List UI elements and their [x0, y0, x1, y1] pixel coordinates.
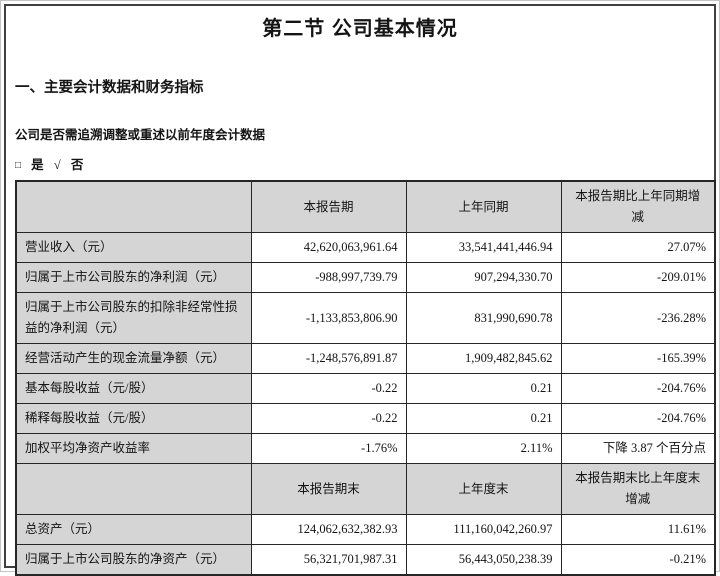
section-heading: 一、主要会计数据和财务指标 [15, 80, 204, 96]
corner-cell [15, 180, 252, 233]
table-row-net-profit-excl-nonrecurring: 归属于上市公司股东的扣除非经常性损益的净利润（元） -1,133,853,806… [15, 292, 716, 344]
table-row-operating-revenue: 营业收入（元） 42,620,063,961.64 33,541,441,446… [15, 232, 716, 263]
row-label: 归属于上市公司股东的净资产（元） [15, 544, 252, 576]
current-value: -1.76% [250, 433, 407, 464]
header-period-change: 本报告期比上年同期增减 [560, 180, 716, 233]
change-value: -204.76% [560, 373, 716, 404]
page-content: 第二节 公司基本情况 一、主要会计数据和财务指标 公司是否需追溯调整或重述以前年… [6, 6, 716, 576]
yes-label: 是 [31, 158, 44, 172]
prior-value: 831,990,690.78 [405, 292, 562, 344]
row-label: 归属于上市公司股东的扣除非经常性损益的净利润（元） [15, 292, 252, 344]
change-value: 11.61% [560, 514, 716, 545]
prior-value: 1,909,482,845.62 [405, 343, 562, 374]
row-label: 基本每股收益（元/股） [15, 373, 252, 404]
prior-value: 33,541,441,446.94 [405, 232, 562, 263]
page-title: 第二节 公司基本情况 [262, 18, 458, 40]
table-row-operating-cash-flow: 经营活动产生的现金流量净额（元） -1,248,576,891.87 1,909… [15, 343, 716, 374]
table-row-total-assets: 总资产（元） 124,062,632,382.93 111,160,042,26… [15, 514, 716, 545]
prior-value: 0.21 [405, 373, 562, 404]
corner-cell [15, 463, 252, 515]
no-label: 否 [70, 158, 84, 172]
key-financials-table: 本报告期 上年同期 本报告期比上年同期增减 营业收入（元） 42,620,063… [15, 180, 716, 576]
current-value: -1,133,853,806.90 [250, 292, 407, 344]
header-period-end-change: 本报告期末比上年度末增减 [560, 463, 716, 515]
prior-value: 2.11% [405, 433, 562, 464]
prior-value: 56,443,050,238.39 [405, 544, 562, 576]
change-value: -0.21% [560, 544, 716, 576]
header-current-period-end: 本报告期末 [250, 463, 407, 515]
period-end-header-row: 本报告期末 上年度末 本报告期末比上年度末增减 [15, 463, 716, 515]
prior-value: 0.21 [405, 403, 562, 434]
header-current-period: 本报告期 [250, 180, 407, 233]
row-label: 营业收入（元） [15, 232, 252, 263]
restatement-answer: □ 是 √ 否 [15, 156, 705, 176]
table-row-diluted-eps: 稀释每股收益（元/股） -0.22 0.21 -204.76% [15, 403, 716, 434]
prior-value: 907,294,330.70 [405, 262, 562, 293]
row-label: 总资产（元） [15, 514, 252, 545]
table-row-net-assets: 归属于上市公司股东的净资产（元） 56,321,701,987.31 56,44… [15, 544, 716, 576]
change-value: 27.07% [560, 232, 716, 263]
current-value: 56,321,701,987.31 [250, 544, 407, 576]
current-value: 42,620,063,961.64 [250, 232, 407, 263]
restatement-question: 公司是否需追溯调整或重述以前年度会计数据 [15, 128, 266, 142]
change-value: -236.28% [560, 292, 716, 344]
current-value: 124,062,632,382.93 [250, 514, 407, 545]
checkmark-icon: √ [53, 158, 61, 172]
change-value: -165.39% [560, 343, 716, 374]
current-value: -1,248,576,891.87 [250, 343, 407, 374]
prior-value: 111,160,042,260.97 [405, 514, 562, 545]
change-value: -209.01% [560, 262, 716, 293]
current-value: -0.22 [250, 403, 407, 434]
change-value: 下降 3.87 个百分点 [560, 433, 716, 464]
current-value: -0.22 [250, 373, 407, 404]
table-row-weighted-avg-roe: 加权平均净资产收益率 -1.76% 2.11% 下降 3.87 个百分点 [15, 433, 716, 464]
header-prior-period: 上年同期 [405, 180, 562, 233]
row-label: 稀释每股收益（元/股） [15, 403, 252, 434]
report-page: 第二节 公司基本情况 一、主要会计数据和财务指标 公司是否需追溯调整或重述以前年… [4, 4, 716, 576]
change-value: -204.76% [560, 403, 716, 434]
header-prior-year-end: 上年度末 [405, 463, 562, 515]
checkbox-empty-icon: □ [15, 160, 22, 171]
table-row-basic-eps: 基本每股收益（元/股） -0.22 0.21 -204.76% [15, 373, 716, 404]
period-header-row: 本报告期 上年同期 本报告期比上年同期增减 [15, 180, 716, 233]
row-label: 经营活动产生的现金流量净额（元） [15, 343, 252, 374]
row-label: 归属于上市公司股东的净利润（元） [15, 262, 252, 293]
current-value: -988,997,739.79 [250, 262, 407, 293]
row-label: 加权平均净资产收益率 [15, 433, 252, 464]
table-row-net-profit: 归属于上市公司股东的净利润（元） -988,997,739.79 907,294… [15, 262, 716, 293]
